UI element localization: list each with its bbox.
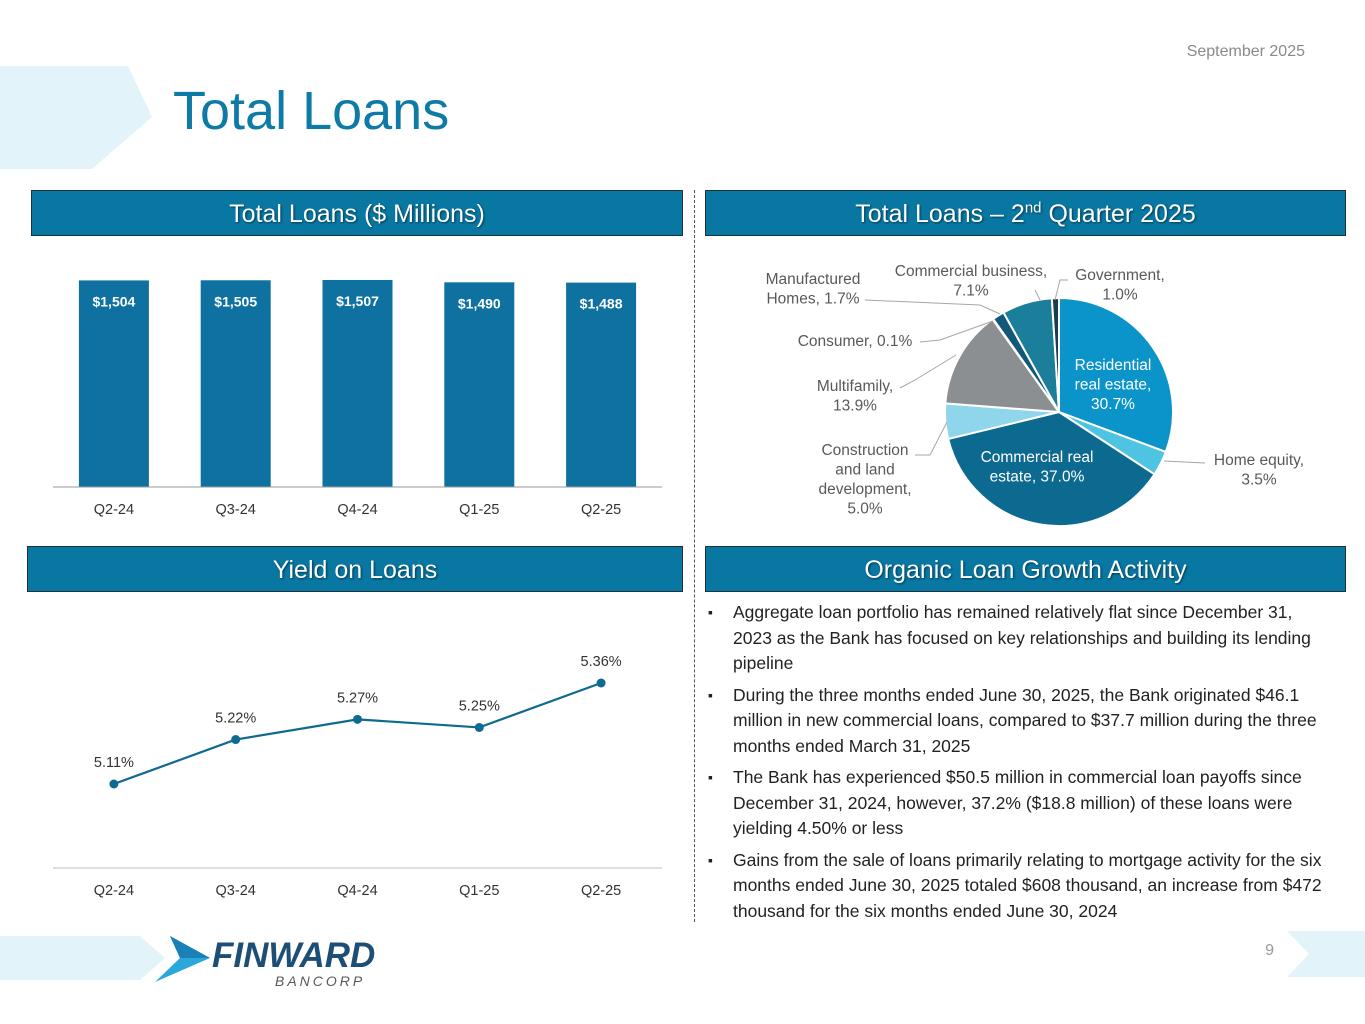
pie-slice-label: development,: [818, 481, 911, 498]
pie-slice-label: real estate,: [1075, 377, 1152, 394]
footer-left-chevron-decoration: [0, 936, 165, 980]
bar: [444, 282, 515, 487]
x-tick-label: Q2-25: [581, 502, 621, 518]
point-value-label: 5.11%: [94, 755, 134, 771]
pie-slice-label: 30.7%: [1091, 396, 1135, 413]
bar: [200, 280, 271, 487]
pie-slice: [947, 410, 1156, 527]
yield-header: Yield on Loans: [27, 546, 683, 592]
pie-slice-label: 5.0%: [847, 501, 883, 518]
logo-subtitle: BANCORP: [275, 973, 365, 989]
leader-line: [915, 421, 948, 456]
bar-value-label: $1,504: [92, 293, 135, 309]
x-tick-label: Q1-25: [459, 883, 499, 899]
point-value-label: 5.25%: [459, 698, 500, 714]
organic-growth-bullets: Aggregate loan portfolio has remained re…: [706, 600, 1336, 930]
pie-slice: [1058, 296, 1174, 454]
logo-arrow-icon: [155, 936, 210, 982]
pie-slice-label: 3.5%: [1241, 472, 1277, 489]
bar-value-label: $1,488: [580, 296, 623, 312]
pie-slice-label: Multifamily,: [817, 378, 893, 395]
pie-slice-label: and land: [835, 462, 894, 479]
bar: [322, 280, 393, 487]
page-title: Total Loans: [173, 81, 450, 141]
leader-line: [919, 320, 994, 343]
bar-value-label: $1,490: [458, 295, 501, 311]
pie-header-suffix: Quarter 2025: [1041, 200, 1196, 228]
x-tick-label: Q2-24: [94, 883, 134, 899]
pie-slice-label: 1.0%: [1102, 287, 1138, 304]
point-value-label: 5.27%: [337, 690, 378, 706]
pie-slice-label: Commercial real: [981, 449, 1094, 466]
bullet-item: During the three months ended June 30, 2…: [706, 683, 1336, 760]
data-point: [596, 678, 606, 688]
data-point: [231, 735, 241, 745]
bullet-item: Gains from the sale of loans primarily r…: [706, 848, 1336, 925]
pie-slice-label: Residential: [1075, 357, 1152, 374]
page-number: 9: [1265, 942, 1274, 959]
leader-line: [1163, 460, 1206, 464]
x-tick-label: Q1-25: [459, 502, 499, 518]
point-value-label: 5.22%: [215, 711, 256, 727]
pie-slice-label: 7.1%: [953, 283, 989, 300]
pie-slice-label: Government,: [1075, 267, 1165, 284]
pie-slice-label: Construction: [821, 442, 908, 459]
x-tick-label: Q3-24: [216, 502, 256, 518]
pie-header-prefix: Total Loans – 2: [855, 200, 1025, 228]
data-point: [474, 722, 484, 732]
footer-right-chevron-decoration: [1287, 931, 1365, 977]
bullet-item: The Bank has experienced $50.5 million i…: [706, 765, 1336, 842]
total-loans-pie-header: Total Loans – 2nd Quarter 2025: [705, 190, 1346, 236]
x-tick-label: Q4-24: [337, 502, 377, 518]
pie-slice-label: Home equity,: [1214, 452, 1304, 469]
pie-header-sup: nd: [1024, 199, 1042, 217]
pie-slice-label: 13.9%: [833, 398, 877, 415]
report-date: September 2025: [1186, 43, 1305, 60]
bar: [566, 282, 637, 487]
leader-line: [864, 299, 1001, 315]
pie-slice-label: estate, 37.0%: [990, 469, 1085, 486]
point-value-label: 5.36%: [581, 654, 622, 670]
data-point: [109, 779, 119, 789]
pie-slice-label: Homes, 1.7%: [766, 291, 859, 308]
pie-slice-label: Consumer, 0.1%: [798, 333, 913, 350]
x-tick-label: Q3-24: [216, 883, 256, 899]
header-chevron-decoration: [0, 66, 152, 169]
finward-logo: FINWARD BANCORP: [155, 936, 375, 989]
x-tick-label: Q2-24: [94, 502, 134, 518]
x-tick-label: Q2-25: [581, 883, 621, 899]
pie-slice-label: Manufactured: [766, 271, 861, 288]
bar: [78, 280, 149, 487]
leader-line: [1054, 279, 1068, 301]
total-loans-bar-header: Total Loans ($ Millions): [31, 190, 683, 236]
panel-divider: [694, 190, 695, 922]
leader-line: [1034, 289, 1041, 301]
bullet-item: Aggregate loan portfolio has remained re…: [706, 600, 1336, 677]
logo-name: FINWARD: [212, 936, 375, 975]
bar-value-label: $1,505: [214, 293, 257, 309]
x-tick-label: Q4-24: [337, 883, 377, 899]
leader-line: [899, 354, 957, 389]
bar-value-label: $1,507: [336, 293, 379, 309]
organic-growth-header: Organic Loan Growth Activity: [705, 546, 1346, 592]
data-point: [353, 714, 362, 724]
pie-slice-label: Commercial business,: [895, 263, 1047, 280]
